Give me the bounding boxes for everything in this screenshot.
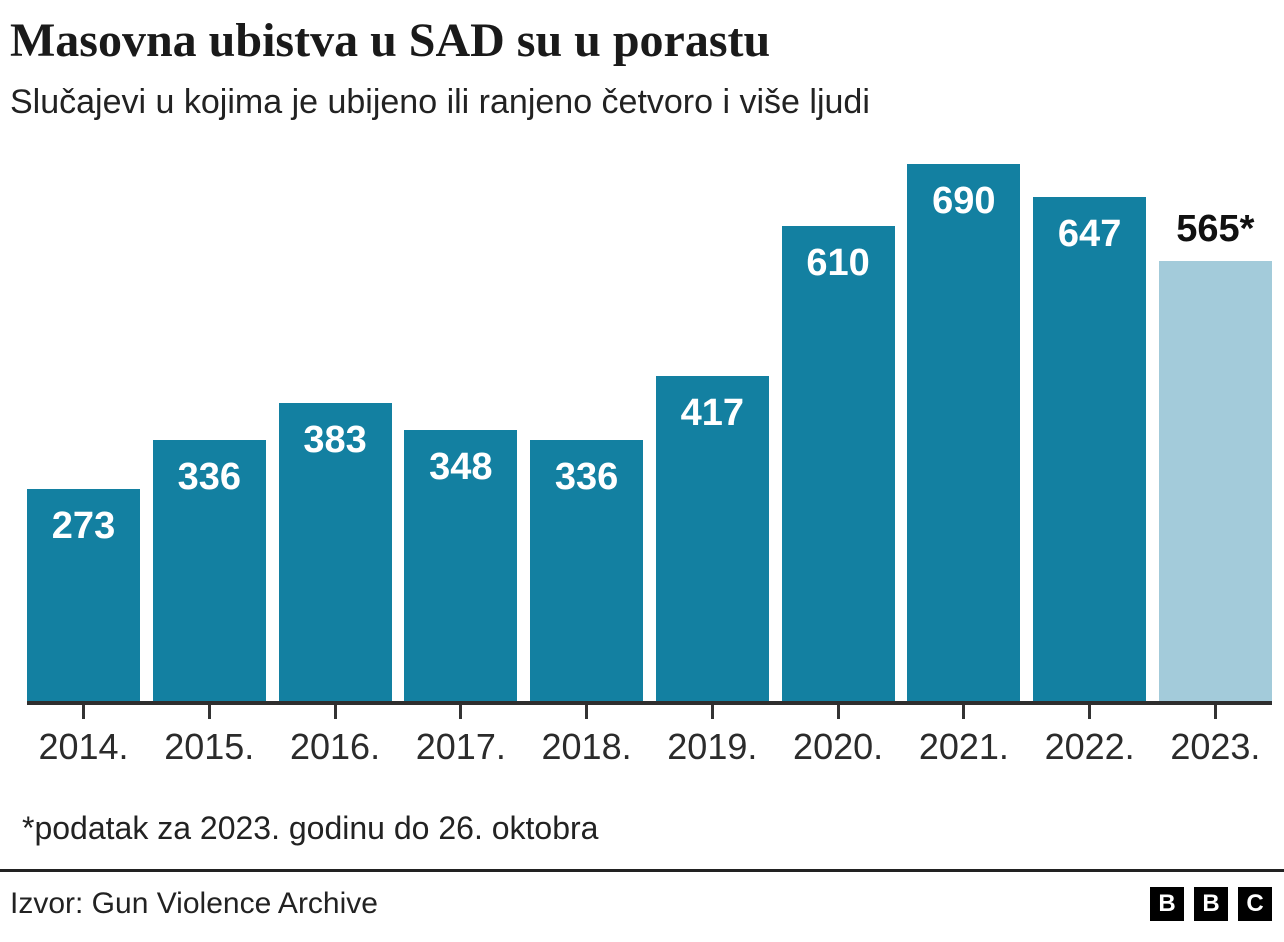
axis-tick — [710, 704, 714, 719]
bar-rect: 336 — [530, 439, 644, 701]
bar-value-label: 383 — [303, 418, 367, 461]
axis-tick — [459, 704, 463, 719]
x-axis-cell: 2018. — [530, 704, 643, 768]
bar-2015: 336 — [152, 439, 266, 701]
bar-rect: 610 — [781, 225, 895, 701]
chart-title: Masovna ubistva u SAD su u porastu — [10, 14, 771, 67]
bar-value-label: 348 — [429, 445, 493, 488]
x-axis-cell: 2017. — [404, 704, 517, 768]
axis-tick — [207, 704, 211, 719]
bar-2021: 690 — [907, 163, 1021, 701]
bar-2017: 348 — [404, 429, 518, 701]
bar-value-label: 273 — [51, 504, 116, 547]
x-axis-cell: 2022. — [1033, 704, 1146, 768]
axis-tick — [1088, 704, 1092, 719]
bar-2018: 336 — [530, 439, 644, 701]
bar-rect: 336 — [152, 439, 266, 701]
axis-tick — [82, 704, 85, 719]
chart-header: Masovna ubistva u SAD su u porastu Sluča… — [0, 0, 1284, 122]
bar-2023: 565* — [1158, 208, 1272, 701]
bar-value-label: 565* — [1176, 207, 1255, 250]
footnote: *podatak za 2023. godinu do 26. oktobra — [22, 809, 599, 846]
bar-2020: 610 — [781, 225, 895, 701]
bar-2016: 383 — [278, 402, 392, 701]
x-axis-label: 2015. — [164, 725, 255, 767]
axis-tick — [1213, 704, 1217, 719]
x-axis-cell: 2023. — [1159, 704, 1272, 768]
x-axis-label: 2016. — [289, 725, 381, 767]
source-label: Izvor: Gun Violence Archive — [10, 886, 378, 920]
footer-divider — [0, 868, 1284, 872]
bar-rect: 383 — [278, 402, 392, 701]
bbc-logo-block: C — [1238, 886, 1272, 921]
x-axis-label: 2018. — [541, 725, 632, 767]
x-axis-label: 2023. — [1170, 725, 1261, 767]
bar-rect: 417 — [655, 375, 769, 701]
axis-tick — [585, 704, 589, 719]
chart-plot-area: 273 336 383 348 336 417 610 690 647 565* — [27, 163, 1272, 705]
axis-tick — [333, 704, 337, 719]
x-axis-label: 2014. — [38, 725, 129, 767]
x-axis-cell: 2016. — [279, 704, 392, 768]
x-axis-label: 2022. — [1044, 725, 1135, 767]
chart-subtitle: Slučajevi u kojima je ubijeno ili ranjen… — [10, 82, 870, 121]
x-axis-label: 2020. — [793, 725, 884, 767]
bar-rect: 690 — [907, 163, 1021, 701]
bbc-logo-block: B — [1150, 886, 1184, 921]
x-axis-label: 2017. — [415, 725, 506, 767]
bbc-logo-block: B — [1194, 886, 1228, 921]
x-axis-cell: 2019. — [656, 704, 769, 768]
x-axis-cell: 2014. — [27, 704, 140, 768]
bar-value-label: 336 — [177, 455, 241, 498]
x-axis-cell: 2021. — [907, 704, 1020, 768]
bar-2022: 647 — [1033, 196, 1147, 701]
bar-rect: 273 — [27, 488, 140, 701]
x-axis-cell: 2020. — [782, 704, 895, 768]
x-axis-cell: 2015. — [153, 704, 266, 768]
chart-x-axis: 2014. 2015. 2016. 2017. 2018. 2019. 2020. 2021.… — [27, 704, 1272, 768]
x-axis-label: 2019. — [667, 725, 758, 767]
bar-value-label: 336 — [554, 455, 619, 498]
x-axis-label: 2021. — [918, 725, 1009, 767]
bar-value-label: 690 — [932, 179, 996, 222]
bar-rect: 647 — [1033, 196, 1147, 701]
bar-2014: 273 — [27, 488, 140, 701]
bar-value-label: 610 — [806, 241, 870, 284]
bar-2019: 417 — [655, 375, 769, 701]
axis-tick — [962, 704, 966, 719]
bar-value-label: 647 — [1057, 212, 1122, 255]
bar-rect-projected: 565* — [1158, 208, 1272, 701]
axis-tick — [836, 704, 840, 719]
bar-rect: 348 — [404, 429, 518, 701]
bar-chart: 273 336 383 348 336 417 610 690 647 565* — [27, 163, 1272, 705]
bar-value-label: 417 — [680, 391, 745, 434]
